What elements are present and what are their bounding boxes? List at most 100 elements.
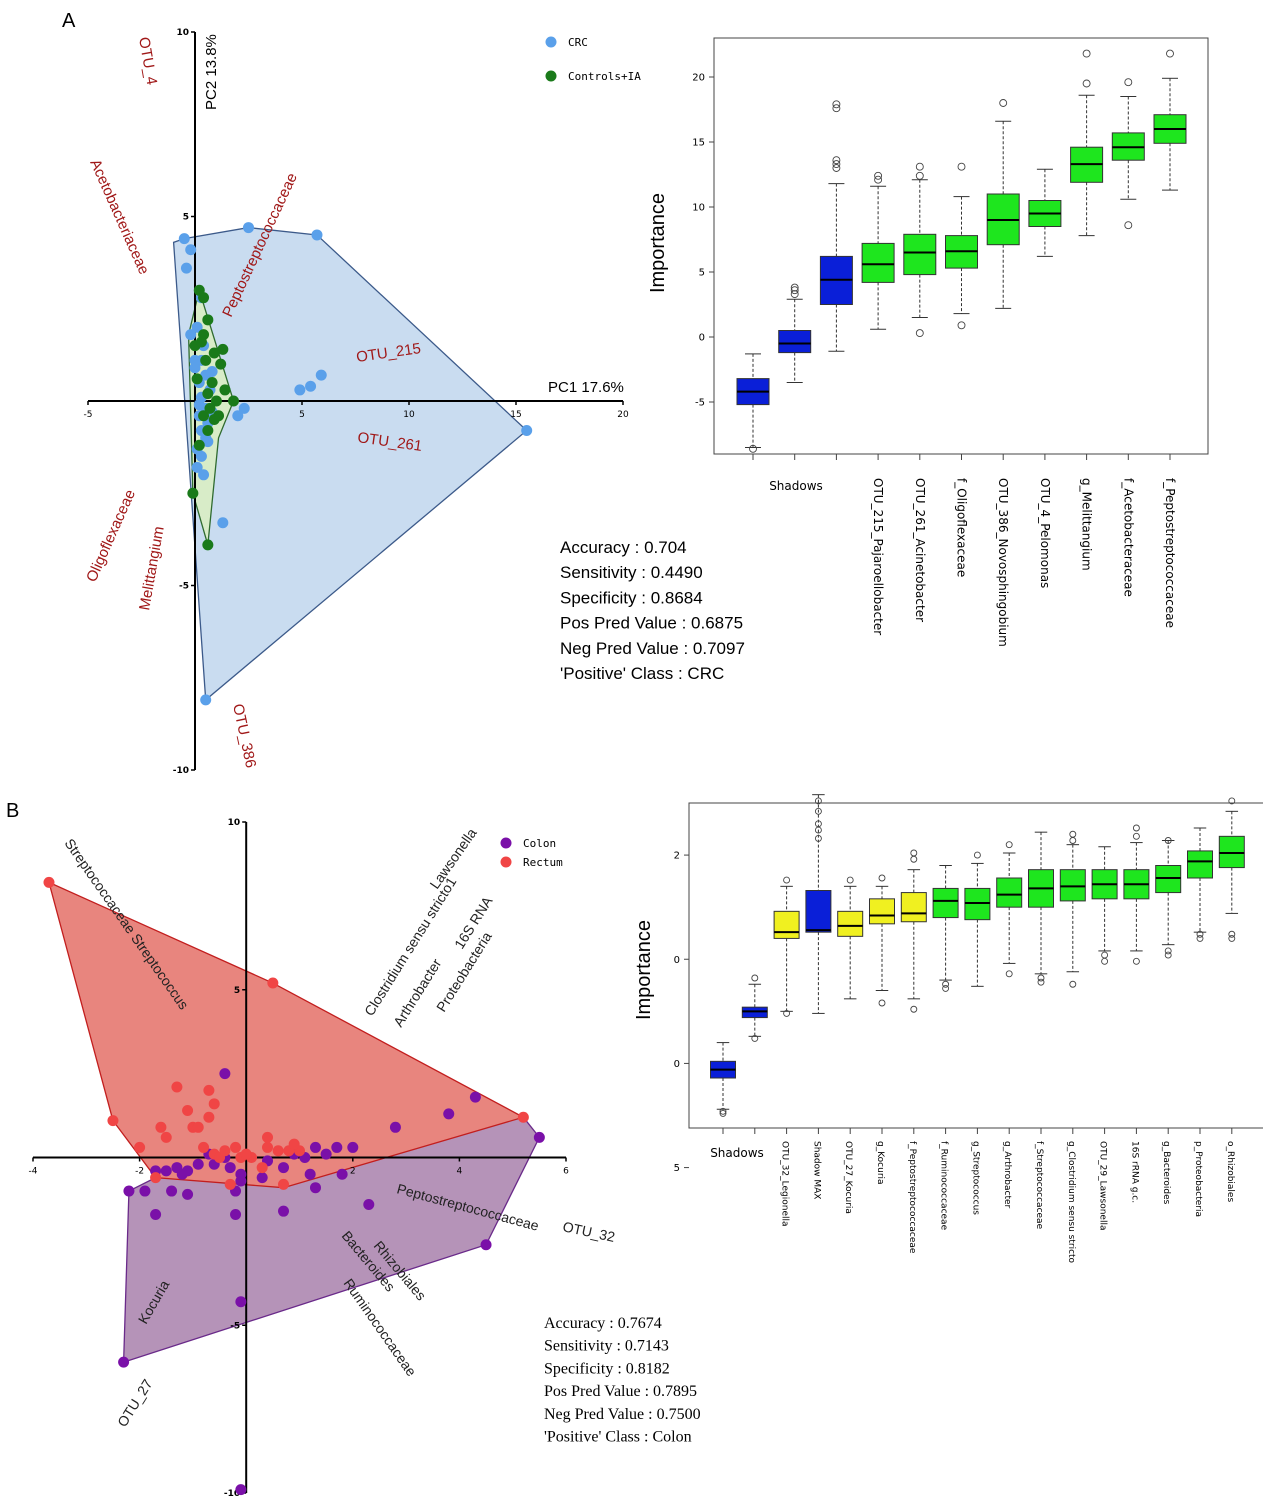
category-label: g_Bacteroides	[1161, 1141, 1171, 1205]
stat-line-a: Sensitivity : 0.4490	[560, 563, 703, 582]
x-tick-label: -5	[84, 410, 93, 420]
legend-marker	[545, 70, 557, 82]
data-point-0	[304, 1168, 316, 1180]
data-point-1	[240, 1148, 252, 1160]
category-label: g_Arthrobacter	[1002, 1141, 1012, 1209]
box-8	[964, 887, 991, 921]
data-point-1	[203, 1084, 215, 1096]
category-label: f_Peptostreptococcaceae	[907, 1141, 917, 1254]
box-7	[932, 887, 959, 919]
box-1	[741, 1006, 768, 1019]
stat-line-b: Sensitivity : 0.7143	[544, 1338, 669, 1355]
box-3	[861, 242, 895, 283]
data-point-0	[118, 1356, 130, 1368]
data-point-1	[193, 439, 205, 451]
outlier-point	[1101, 957, 1109, 965]
data-point-1	[150, 1172, 162, 1184]
data-point-1	[208, 347, 220, 359]
data-point-0	[160, 1165, 172, 1177]
data-point-1	[198, 292, 210, 304]
outlier-point	[832, 156, 841, 165]
data-point-0	[176, 1168, 188, 1180]
data-point-1	[256, 1162, 268, 1174]
stat-line-b: Pos Pred Value : 0.7895	[544, 1383, 697, 1400]
data-point-1	[219, 1145, 231, 1157]
data-point-0	[139, 1185, 151, 1197]
outlier-point	[942, 984, 950, 992]
legend-marker	[500, 837, 512, 849]
annotation-label: Acetobacteriaceae	[86, 157, 152, 277]
y-tick-label: 2	[674, 851, 680, 862]
data-point-1	[262, 1131, 274, 1143]
stat-line-a: Specificity : 0.8684	[560, 588, 703, 607]
data-point-1	[155, 1121, 167, 1133]
stat-line-b: Neg Pred Value : 0.7500	[544, 1406, 701, 1423]
outlier-point	[910, 849, 918, 857]
box-6	[900, 892, 927, 923]
outlier-point	[957, 162, 966, 171]
y-tick-label: -5	[230, 1321, 240, 1331]
y-axis-label: Importance	[633, 920, 655, 1020]
data-point-1	[198, 1141, 210, 1153]
outlier-point	[1082, 49, 1091, 58]
outlier-point	[719, 1109, 727, 1117]
category-label: OTU_27_Kocuria	[843, 1141, 853, 1214]
outlier-point	[874, 175, 883, 184]
data-point-0	[200, 694, 212, 706]
outlier-point	[1037, 974, 1045, 982]
box-5	[869, 898, 895, 925]
category-label: f_Ruminococcaceae	[939, 1141, 949, 1231]
y-tick-label: -5	[179, 582, 189, 592]
outlier-point	[790, 290, 799, 299]
data-point-1	[208, 1098, 220, 1110]
outlier-point	[1166, 49, 1174, 58]
stat-line-b: Accuracy : 0.7674	[544, 1315, 662, 1332]
data-point-0	[191, 461, 203, 473]
y-tick-label: 5	[699, 268, 705, 279]
data-point-0	[185, 244, 197, 256]
x-tick-label: -2	[135, 1167, 144, 1177]
data-point-1	[262, 1141, 274, 1153]
legend-label: Rectum	[523, 856, 563, 869]
outlier-point	[719, 1107, 727, 1115]
y-tick-label: 5	[674, 1163, 680, 1174]
x-tick-label: -4	[29, 1167, 38, 1177]
data-point-0	[315, 369, 327, 381]
box-2	[773, 910, 800, 939]
data-point-1	[278, 1178, 290, 1190]
data-point-1	[192, 1121, 204, 1133]
box-4	[903, 233, 937, 276]
outlier-point	[814, 820, 822, 828]
data-point-0	[235, 1175, 247, 1187]
panel-a-label: A	[62, 10, 76, 32]
category-label: p_Proteobacteria	[1193, 1141, 1203, 1217]
y-tick-label: 10	[692, 203, 705, 214]
outlier-point	[1082, 79, 1091, 88]
x-tick-label: 15	[510, 410, 521, 420]
outlier-point	[1124, 221, 1133, 230]
annotation-label: OTU_32	[561, 1218, 616, 1245]
data-point-1	[198, 410, 210, 422]
outlier-point	[832, 104, 841, 113]
category-label: g_Kocuria	[875, 1141, 885, 1185]
outlier-point	[957, 321, 966, 330]
outlier-point	[1005, 841, 1013, 849]
data-point-0	[320, 1148, 332, 1160]
panel-b-pca-plot: -4 -2 2 4 6105-5-10ColonRectumStreptococcace…	[29, 818, 617, 1499]
data-point-1	[191, 373, 203, 385]
data-point-1	[210, 395, 222, 407]
outlier-point	[910, 1005, 918, 1013]
data-point-1	[202, 539, 214, 551]
x-tick-label: 5	[299, 410, 305, 420]
x-tick-label: 20	[617, 410, 629, 420]
data-point-1	[517, 1111, 529, 1123]
shadows-label: Shadows	[769, 479, 823, 493]
outlier-point	[790, 283, 799, 292]
outlier-point	[973, 851, 981, 859]
data-point-0	[309, 1182, 321, 1194]
x-tick-label: 6	[563, 1167, 569, 1177]
category-label: Shadow MAX	[811, 1141, 821, 1199]
data-point-1	[267, 977, 279, 989]
data-point-0	[178, 233, 190, 245]
data-point-0	[309, 1141, 321, 1153]
